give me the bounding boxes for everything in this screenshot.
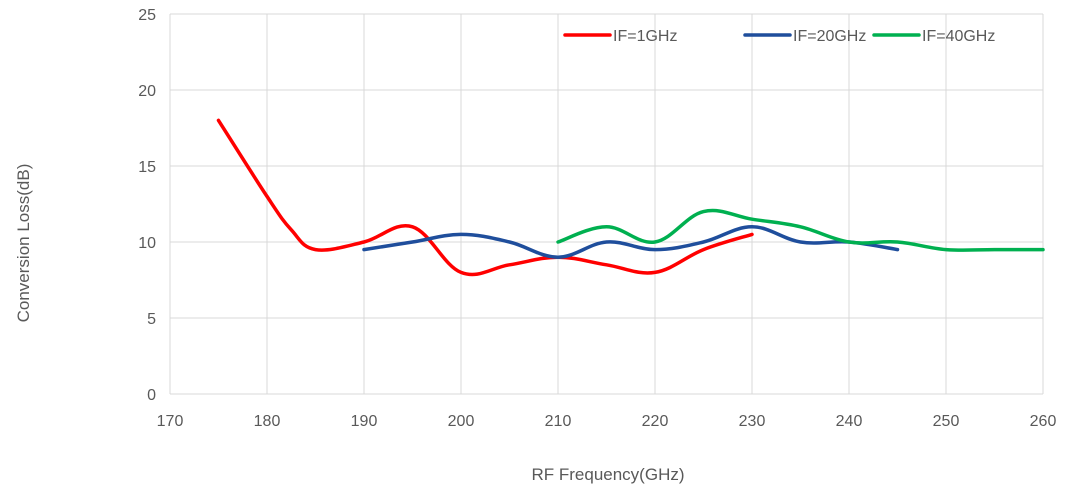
y-tick-label: 15 [138, 159, 156, 176]
x-tick-label: 240 [836, 413, 863, 430]
legend-label-3: IF=40GHz [922, 28, 995, 45]
y-tick-label: 20 [138, 83, 156, 100]
x-tick-label: 180 [254, 413, 281, 430]
series-line-3 [556, 208, 1045, 252]
x-tick-label: 190 [351, 413, 378, 430]
y-tick-label: 0 [147, 387, 156, 404]
x-tick-label: 220 [642, 413, 669, 430]
series-line-1 [216, 118, 754, 277]
legend: IF=1GHz IF=20GHz IF=40GHz [563, 28, 995, 45]
x-tick-label: 230 [739, 413, 766, 430]
x-tick-label: 170 [157, 413, 184, 430]
tick-labels: 170 180 190 200 210 220 230 240 250 260 0 5 10 15 20 25 [138, 7, 1056, 430]
y-axis-title: Conversion Loss(dB) [14, 164, 33, 323]
legend-label-2: IF=20GHz [793, 28, 866, 45]
x-tick-label: 260 [1030, 413, 1057, 430]
legend-label-1: IF=1GHz [613, 28, 677, 45]
grid [169, 13, 1044, 395]
x-axis-title: RF Frequency(GHz) [531, 465, 684, 484]
y-tick-label: 10 [138, 235, 156, 252]
y-tick-label: 5 [147, 311, 156, 328]
x-tick-label: 250 [933, 413, 960, 430]
series-lines [216, 118, 1045, 277]
y-tick-label: 25 [138, 7, 156, 24]
x-tick-label: 200 [448, 413, 475, 430]
x-tick-label: 210 [545, 413, 572, 430]
series-line-2 [362, 225, 900, 259]
